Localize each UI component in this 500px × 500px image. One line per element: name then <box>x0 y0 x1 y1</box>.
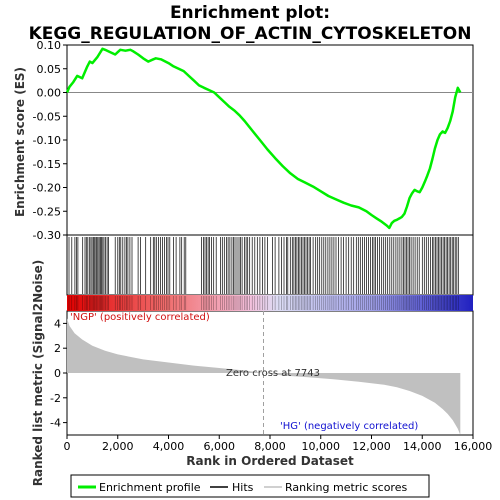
metric-y-tick-label: -2 <box>50 392 61 405</box>
es-panel-frame <box>66 44 474 236</box>
x-axis-label: Rank in Ordered Dataset <box>186 454 354 468</box>
legend-hits-label: Hits <box>232 481 254 494</box>
chart-title-line2: KEGG_REGULATION_OF_ACTIN_CYTOSKELETON <box>29 24 472 44</box>
es-y-tick-label: -0.30 <box>33 229 61 242</box>
es-y-tick-label: 0.00 <box>37 87 62 100</box>
legend-box <box>70 474 430 498</box>
hits-panel <box>68 237 459 294</box>
zero-cross-label: Zero cross at 7743 <box>226 368 320 379</box>
x-tick-label: 14,000 <box>403 440 442 453</box>
es-y-tick-label: -0.20 <box>33 182 61 195</box>
es-y-axis-label: Enrichment score (ES) <box>13 67 27 217</box>
metric-y-tick-label: -4 <box>50 417 61 430</box>
metric-panel <box>67 311 461 435</box>
hits-bar-overlay <box>68 296 459 310</box>
x-tick-label: 16,000 <box>454 440 493 453</box>
es-series-line <box>65 47 462 230</box>
rank-color-bar <box>67 295 473 311</box>
es-y-tick-label: 0.10 <box>37 39 62 52</box>
metric-y-tick-label: 4 <box>54 317 61 330</box>
es-y-tick-label: -0.05 <box>33 110 61 123</box>
x-tick-label: 12,000 <box>352 440 391 453</box>
metric-area <box>67 318 461 435</box>
es-panel <box>65 47 473 230</box>
metric-y-axis-label: Ranked list metric (Signal2Noise) <box>31 260 45 487</box>
metric-y-tick-label: 2 <box>54 342 61 355</box>
x-tick-label: 2,000 <box>102 440 134 453</box>
metric-y-tick-label: 0 <box>54 367 61 380</box>
legend-es-label: Enrichment profile <box>99 481 201 494</box>
negative-correlation-label: 'HG' (negatively correlated) <box>280 421 418 432</box>
es-y-tick-label: -0.25 <box>33 205 61 218</box>
es-y-tick-label: 0.05 <box>37 63 62 76</box>
chart-title-line1: Enrichment plot: <box>170 3 330 23</box>
legend-metric-label: Ranking metric scores <box>285 481 407 494</box>
es-y-tick-label: -0.10 <box>33 134 61 147</box>
x-tick-label: 4,000 <box>153 440 185 453</box>
x-tick-label: 10,000 <box>302 440 341 453</box>
x-tick-label: 6,000 <box>204 440 236 453</box>
positive-correlation-label: 'NGP' (positively correlated) <box>70 312 210 323</box>
x-tick-label: 8,000 <box>254 440 286 453</box>
es-y-tick-label: -0.15 <box>33 158 61 171</box>
x-tick-label: 0 <box>64 440 71 453</box>
axes: 0.10 0.05 0.00 -0.05 -0.10 -0.15 -0.20 -0.25 -0.… <box>33 39 493 453</box>
